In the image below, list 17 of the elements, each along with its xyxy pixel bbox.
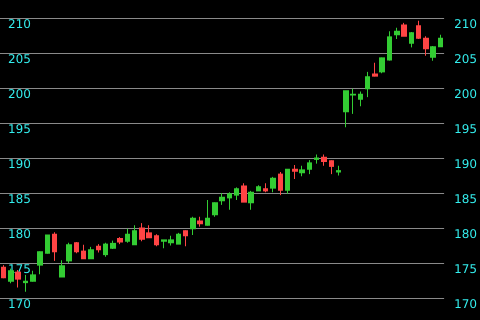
y-tick-label: 190 [8,157,31,171]
y2-tick-label: 170 [454,297,477,311]
y2-tick-label: 195 [454,122,477,136]
y2-tick-label: 180 [454,227,477,241]
y2-tick-label: 205 [454,52,477,66]
y-tick-label: 200 [8,87,31,101]
y2-tick-label: 190 [454,157,477,171]
y2-tick-label: 200 [454,87,477,101]
y2-tick-label: 210 [454,17,477,31]
y-tick-label: 205 [8,52,31,66]
y2-tick-label: 175 [454,262,477,276]
y2-tick-label: 185 [454,192,477,206]
y-tick-label: 185 [8,192,31,206]
y-tick-label: 195 [8,122,31,136]
y-tick-label: 210 [8,17,31,31]
y-tick-label: 180 [8,227,31,241]
y-tick-label: 170 [8,297,31,311]
